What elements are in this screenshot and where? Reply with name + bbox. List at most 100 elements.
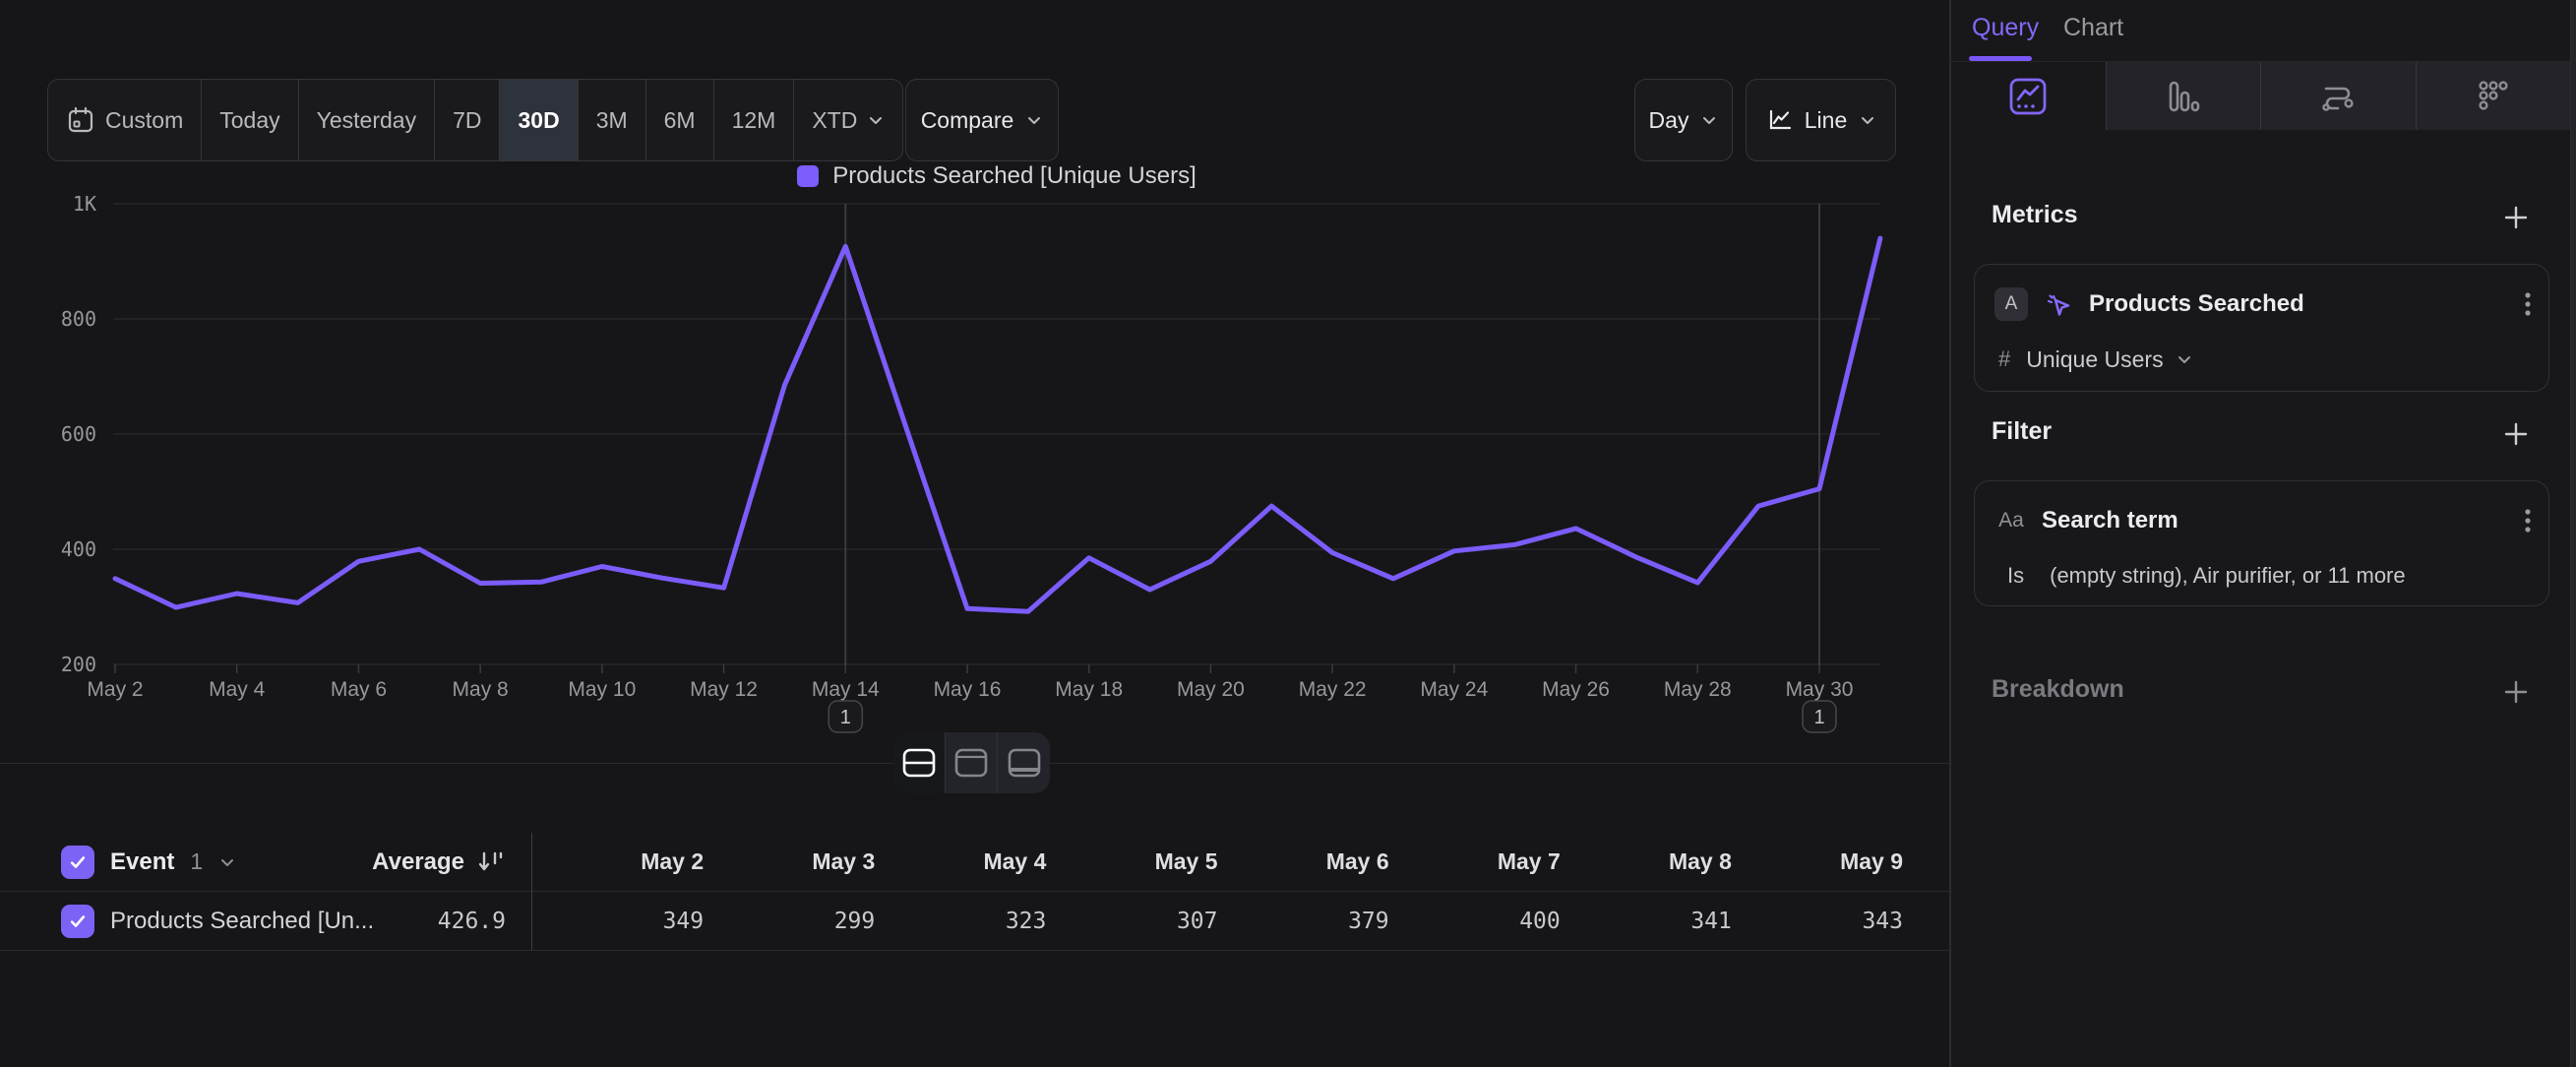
annotation-badge[interactable]: 1 (1803, 701, 1836, 732)
y-tick-label: 400 (61, 537, 96, 561)
filter-operator[interactable]: Is (2007, 563, 2024, 589)
layout-chart-only-button[interactable] (946, 732, 998, 793)
bar-chart-icon (2162, 75, 2205, 118)
kebab-menu-icon[interactable] (2523, 287, 2533, 321)
filter-card[interactable]: Aa Search term Is (empty string), Air pu… (1974, 480, 2549, 606)
table-cell-value: 323 (875, 892, 1046, 950)
table-cell-value: 307 (1046, 892, 1217, 950)
query-panel: Query Chart Metrics A (1949, 0, 2570, 1067)
plus-icon (2501, 677, 2531, 707)
flows-icon (2316, 75, 2360, 118)
view-tab-flows[interactable] (2260, 62, 2416, 130)
x-tick-label: May 24 (1420, 678, 1488, 701)
metric-name: Products Searched (2089, 290, 2304, 318)
annotation-badge[interactable]: 1 (828, 701, 862, 732)
table-column-divider (531, 833, 532, 951)
x-tick-label: May 20 (1177, 678, 1245, 701)
series-line (115, 238, 1880, 611)
check-icon (67, 851, 89, 873)
layout-split-view-button[interactable] (893, 732, 946, 793)
column-header[interactable]: May 3 (704, 833, 875, 891)
table-row: Products Searched [Un... 426.9 349299323… (0, 892, 1949, 951)
split-view-icon (900, 746, 938, 780)
column-header[interactable]: May 2 (532, 833, 704, 891)
aggregation-selector[interactable]: Unique Users (2026, 346, 2163, 373)
column-header[interactable]: May 7 (1389, 833, 1561, 891)
column-header[interactable]: May 9 (1732, 833, 1903, 891)
kebab-menu-icon[interactable] (2523, 504, 2533, 537)
table-cell-value: 343 (1732, 892, 1903, 950)
string-type-icon: Aa (1994, 509, 2028, 533)
view-tab-retention[interactable] (2416, 62, 2571, 130)
svg-text:1: 1 (840, 707, 851, 728)
x-tick-label: May 2 (87, 678, 143, 701)
chevron-down-icon[interactable] (2176, 350, 2193, 368)
event-count: 1 (190, 848, 203, 875)
y-tick-label: 200 (61, 653, 96, 676)
table-cell-value: 341 (1561, 892, 1732, 950)
add-breakdown-button[interactable] (2499, 675, 2533, 709)
aggregation-symbol: # (1998, 346, 2010, 372)
filter-section-title: Filter (1992, 417, 2052, 446)
analytics-app: CustomTodayYesterday7D30D3M6M12MXTD Comp… (0, 0, 2576, 1067)
tab-query[interactable]: Query (1972, 14, 2039, 42)
x-tick-label: May 12 (690, 678, 758, 701)
date-column-headers: May 2May 3May 4May 5May 6May 7May 8May 9 (532, 833, 1903, 891)
view-tab-insights[interactable] (1951, 62, 2106, 130)
metrics-section-title: Metrics (1992, 201, 2078, 229)
event-spark-icon (2042, 287, 2075, 321)
layout-table-only-button[interactable] (998, 732, 1050, 793)
panel-tab-bar: Query Chart (1951, 0, 2570, 61)
x-tick-label: May 16 (934, 678, 1002, 701)
plus-icon (2501, 203, 2531, 232)
x-tick-label: May 26 (1542, 678, 1610, 701)
x-tick-label: May 14 (812, 678, 880, 701)
plus-icon (2501, 419, 2531, 449)
y-tick-label: 800 (61, 307, 96, 331)
x-tick-label: May 22 (1299, 678, 1367, 701)
view-type-strip (1951, 61, 2570, 130)
breakdown-section-title: Breakdown (1992, 675, 2124, 704)
retention-icon (2472, 75, 2515, 118)
row-average-value: 426.9 (438, 909, 506, 934)
metric-letter-badge: A (1994, 287, 2028, 321)
filter-value[interactable]: (empty string), Air purifier, or 11 more (2050, 563, 2406, 589)
y-tick-label: 1K (73, 192, 96, 216)
metric-card[interactable]: A Products Searched # Unique Users (1974, 264, 2549, 392)
table-cell-value: 379 (1218, 892, 1389, 950)
column-header[interactable]: May 5 (1046, 833, 1217, 891)
table-only-icon (1006, 746, 1043, 780)
column-header[interactable]: May 4 (875, 833, 1046, 891)
row-checkbox[interactable] (61, 905, 94, 938)
select-all-checkbox[interactable] (61, 846, 94, 879)
sort-descending-icon[interactable] (476, 849, 506, 875)
view-tab-bars[interactable] (2106, 62, 2261, 130)
x-tick-label: May 4 (209, 678, 266, 701)
table-cell-value: 349 (532, 892, 704, 950)
x-tick-label: May 6 (331, 678, 387, 701)
x-tick-label: May 8 (453, 678, 509, 701)
table-cell-value: 400 (1389, 892, 1561, 950)
table-header-row: Event 1 Average May 2May 3May 4May 5May … (0, 833, 1949, 892)
layout-toggle-group (893, 732, 1050, 793)
check-icon (67, 910, 89, 932)
chevron-down-icon[interactable] (218, 853, 236, 871)
column-header[interactable]: May 6 (1218, 833, 1389, 891)
filter-property-name: Search term (2042, 507, 2178, 534)
add-metric-button[interactable] (2499, 201, 2533, 234)
chart-only-icon (952, 746, 990, 780)
x-tick-label: May 18 (1055, 678, 1123, 701)
column-header[interactable]: May 8 (1561, 833, 1732, 891)
insights-icon (2006, 75, 2050, 118)
table-cell-value: 299 (704, 892, 875, 950)
tab-chart[interactable]: Chart (2063, 14, 2123, 42)
svg-text:1: 1 (1813, 707, 1824, 728)
row-values: 349299323307379400341343 (532, 892, 1903, 950)
x-tick-label: May 28 (1664, 678, 1732, 701)
y-tick-label: 600 (61, 422, 96, 446)
event-column-header: Event (110, 848, 174, 876)
average-column-header[interactable]: Average (372, 848, 464, 876)
scrollbar-track[interactable] (2570, 0, 2576, 1067)
add-filter-button[interactable] (2499, 417, 2533, 451)
x-tick-label: May 30 (1786, 678, 1854, 701)
